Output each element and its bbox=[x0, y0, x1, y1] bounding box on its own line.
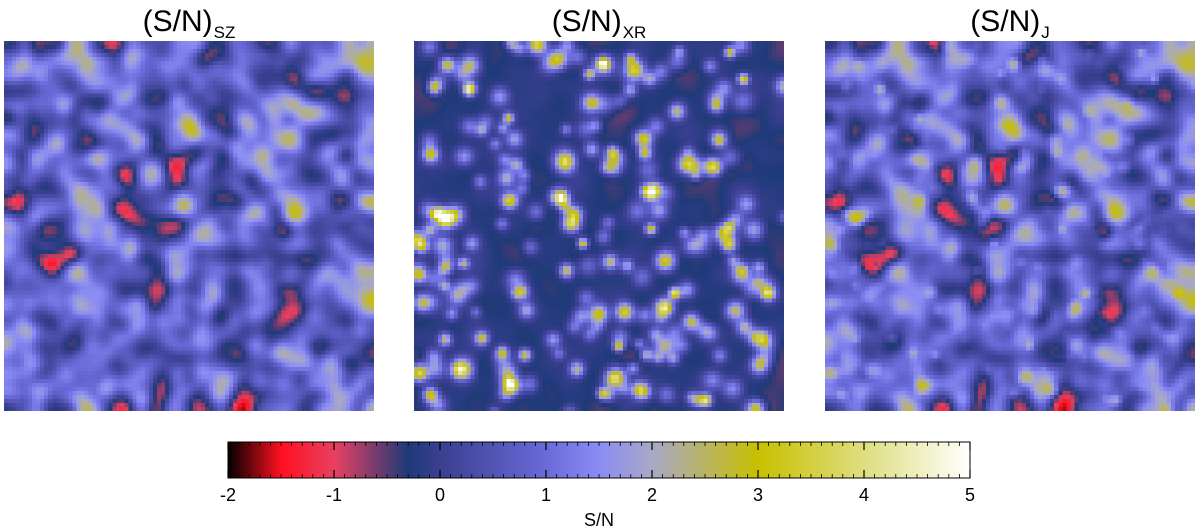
heatmap-j bbox=[825, 41, 1195, 411]
title-main-xr: (S/N) bbox=[551, 5, 622, 38]
colorbar-tick-label: 2 bbox=[647, 485, 657, 505]
colorbar-tick-label: 0 bbox=[435, 485, 445, 505]
title-sub-sz: SZ bbox=[213, 23, 236, 42]
colorbar-ticks: -2 -1 0 1 2 3 4 5 bbox=[220, 442, 975, 505]
colorbar: -2 -1 0 1 2 3 4 5 S/N bbox=[220, 441, 975, 530]
colorbar-tick-label: 4 bbox=[859, 485, 869, 505]
title-main-j: (S/N) bbox=[970, 5, 1041, 38]
title-sub-j: J bbox=[1041, 23, 1050, 42]
title-sub-xr: XR bbox=[622, 23, 647, 42]
colorbar-tick-label: 5 bbox=[965, 485, 975, 505]
colorbar-tick-label: 3 bbox=[753, 485, 763, 505]
panel-title-sz: (S/N)SZ bbox=[4, 2, 374, 42]
heatmap-sz bbox=[4, 41, 374, 411]
colorbar-label: S/N bbox=[584, 510, 614, 530]
panel-title-xr: (S/N)XR bbox=[414, 2, 784, 42]
colorbar-tick-label: 1 bbox=[541, 485, 551, 505]
title-main-sz: (S/N) bbox=[142, 5, 213, 38]
colorbar-tick-label: -2 bbox=[220, 485, 236, 505]
panel-title-j: (S/N)J bbox=[825, 2, 1195, 42]
colorbar-tick-label: -1 bbox=[326, 485, 342, 505]
heatmap-xr bbox=[414, 41, 784, 411]
colorbar-gradient bbox=[227, 441, 971, 479]
